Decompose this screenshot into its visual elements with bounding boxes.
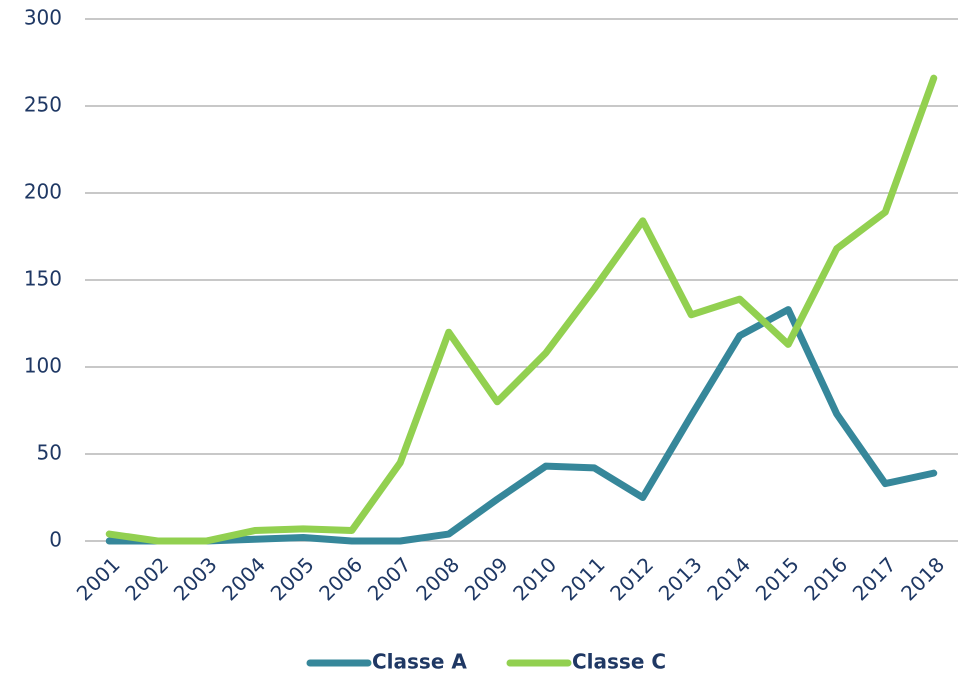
x-tick-label: 2018 bbox=[896, 552, 949, 605]
x-tick-label: 2010 bbox=[508, 552, 561, 605]
y-tick-label: 100 bbox=[24, 354, 62, 378]
x-tick-label: 2015 bbox=[751, 552, 804, 605]
x-tick-label: 2012 bbox=[605, 552, 658, 605]
y-tick-label: 0 bbox=[49, 528, 62, 552]
x-tick-label: 2016 bbox=[799, 552, 852, 605]
x-tick-label: 2004 bbox=[217, 552, 270, 605]
line-series bbox=[105, 74, 938, 545]
y-tick-label: 150 bbox=[24, 267, 62, 291]
x-tick-label: 2006 bbox=[314, 552, 367, 605]
x-tick-label: 2011 bbox=[557, 552, 610, 605]
x-tick-label: 2007 bbox=[363, 552, 416, 605]
x-tick-label: 2014 bbox=[702, 552, 755, 605]
legend-label: Classe C bbox=[572, 650, 666, 674]
y-tick-label: 250 bbox=[24, 93, 62, 117]
y-tick-label: 50 bbox=[37, 441, 62, 465]
x-tick-label: 2017 bbox=[848, 552, 901, 605]
x-tick-label: 2003 bbox=[169, 552, 222, 605]
x-tick-label: 2013 bbox=[654, 552, 707, 605]
x-tick-label: 2008 bbox=[411, 552, 464, 605]
legend-label: Classe A bbox=[372, 650, 467, 674]
x-tick-label: 2005 bbox=[266, 552, 319, 605]
y-tick-label: 300 bbox=[24, 6, 62, 30]
y-tick-label: 200 bbox=[24, 180, 62, 204]
x-tick-label: 2009 bbox=[460, 552, 513, 605]
x-tick-label: 2001 bbox=[72, 552, 125, 605]
line-series bbox=[105, 306, 938, 545]
x-tick-label: 2002 bbox=[120, 552, 173, 605]
